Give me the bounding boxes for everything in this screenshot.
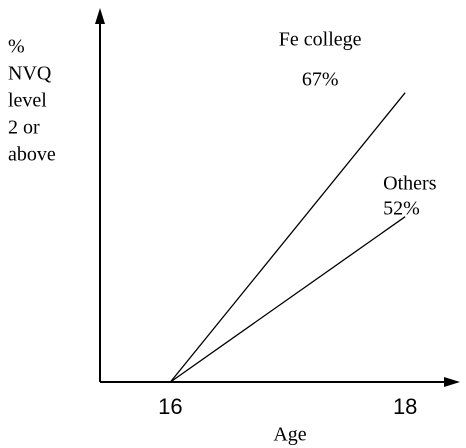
line — [170, 216, 406, 383]
y-axis-label: NVQ — [8, 63, 52, 85]
y-axis-arrow — [95, 8, 105, 24]
line — [169, 92, 406, 383]
x-axis-label: Age — [273, 424, 306, 446]
x-tick-label: 18 — [393, 394, 417, 419]
y-axis-label: level — [8, 90, 47, 112]
series-label: Others — [383, 172, 437, 194]
series-label: Fe college — [279, 28, 362, 50]
x-tick-label: 16 — [158, 394, 182, 419]
x-axis-arrow — [444, 377, 460, 387]
y-axis-label: 2 or — [8, 117, 40, 139]
data-label: 52% — [383, 197, 420, 219]
data-label: 67% — [302, 68, 339, 90]
y-axis-label: % — [8, 36, 25, 58]
y-axis-label: above — [8, 144, 56, 166]
